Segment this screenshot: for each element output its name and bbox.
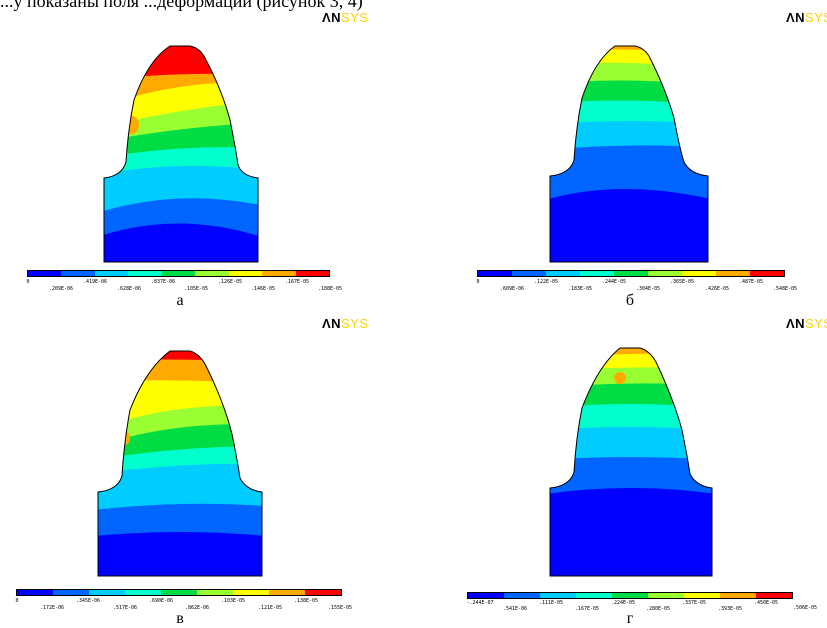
scale-tick: .167E-05 (284, 279, 310, 285)
scale-tick: .393E-05 (717, 606, 743, 612)
scale-tick: .337E-05 (681, 600, 707, 606)
scale-tick: .138E-05 (293, 598, 319, 604)
scale-tick: .244E-05 (601, 279, 627, 285)
scale-tick: .155E-05 (327, 605, 353, 611)
panel-label: а (176, 292, 184, 309)
ansys-logo: ΛNSYS (322, 10, 369, 25)
scale-tick: 0 (15, 598, 19, 604)
tooth-contour-plot (103, 45, 259, 263)
scale-tick: .862E-06 (184, 605, 210, 611)
ansys-logo: ΛNSYS (786, 10, 827, 25)
scale-tick: .111E-05 (538, 600, 564, 606)
scale-tick: .541E-06 (502, 606, 528, 612)
scale-tick: .345E-06 (75, 598, 101, 604)
tooth-contour-plot (549, 45, 709, 263)
panel-label: г (626, 610, 634, 627)
scale-tick: .122E-05 (533, 279, 559, 285)
scale-tick: .172E-06 (39, 605, 65, 611)
color-scale-bar (467, 592, 793, 599)
scale-tick: .126E-05 (217, 279, 243, 285)
scale-tick: .209E-06 (48, 286, 74, 292)
panel-label: в (176, 610, 184, 627)
panel-b: ΛNSYS .122E-05 .244E-05 .365E-05 .487E-0… (440, 0, 827, 314)
scale-tick: .304E-05 (635, 286, 661, 292)
color-scale-bar (16, 589, 342, 596)
scale-tick: .188E-05 (317, 286, 343, 292)
scale-tick: .487E-05 (738, 279, 764, 285)
header-text: ...у показаны поля ...деформаций (рисуно… (0, 0, 363, 11)
color-scale-bar (27, 270, 330, 277)
scale-tick: .121E-05 (257, 605, 283, 611)
panel-d: ΛNSYS -.244E-07 .111E-05 .224E-05 .337E-… (440, 314, 827, 628)
color-scale-bar (477, 270, 785, 277)
scale-tick: .609E-06 (499, 286, 525, 292)
scale-tick: .690E-06 (148, 598, 174, 604)
panel-a: ΛNSYS .419E-06 .837E-06 .126E-05 .167E-0… (0, 0, 400, 314)
tooth-contour-plot (549, 347, 713, 577)
scale-tick: .365E-05 (669, 279, 695, 285)
scale-tick: .426E-05 (704, 286, 730, 292)
scale-tick: .837E-06 (150, 279, 176, 285)
scale-tick: .183E-05 (567, 286, 593, 292)
scale-tick: .628E-06 (116, 286, 142, 292)
scale-tick: .103E-05 (220, 598, 246, 604)
scale-tick: .224E-05 (610, 600, 636, 606)
scale-tick: .105E-05 (183, 286, 209, 292)
scale-tick: 0 (476, 279, 480, 285)
scale-tick: 0 (26, 279, 30, 285)
ansys-logo: ΛNSYS (786, 316, 827, 331)
scale-tick: .419E-06 (82, 279, 108, 285)
scale-tick: .450E-05 (753, 600, 779, 606)
panel-label: б (625, 292, 635, 309)
tooth-contour-plot (97, 350, 263, 577)
scale-tick: .506E-05 (792, 605, 818, 611)
scale-tick: .517E-06 (112, 605, 138, 611)
ansys-logo: ΛNSYS (322, 316, 369, 331)
scale-tick: -.244E-07 (466, 600, 494, 606)
scale-tick: .167E-05 (574, 606, 600, 612)
scale-tick: .146E-05 (250, 286, 276, 292)
panel-c: ΛNSYS .345E-06 .690E-06 .103E-05 .138E-0… (0, 314, 400, 628)
scale-tick: .548E-05 (772, 286, 798, 292)
scale-tick: .280E-05 (645, 606, 671, 612)
